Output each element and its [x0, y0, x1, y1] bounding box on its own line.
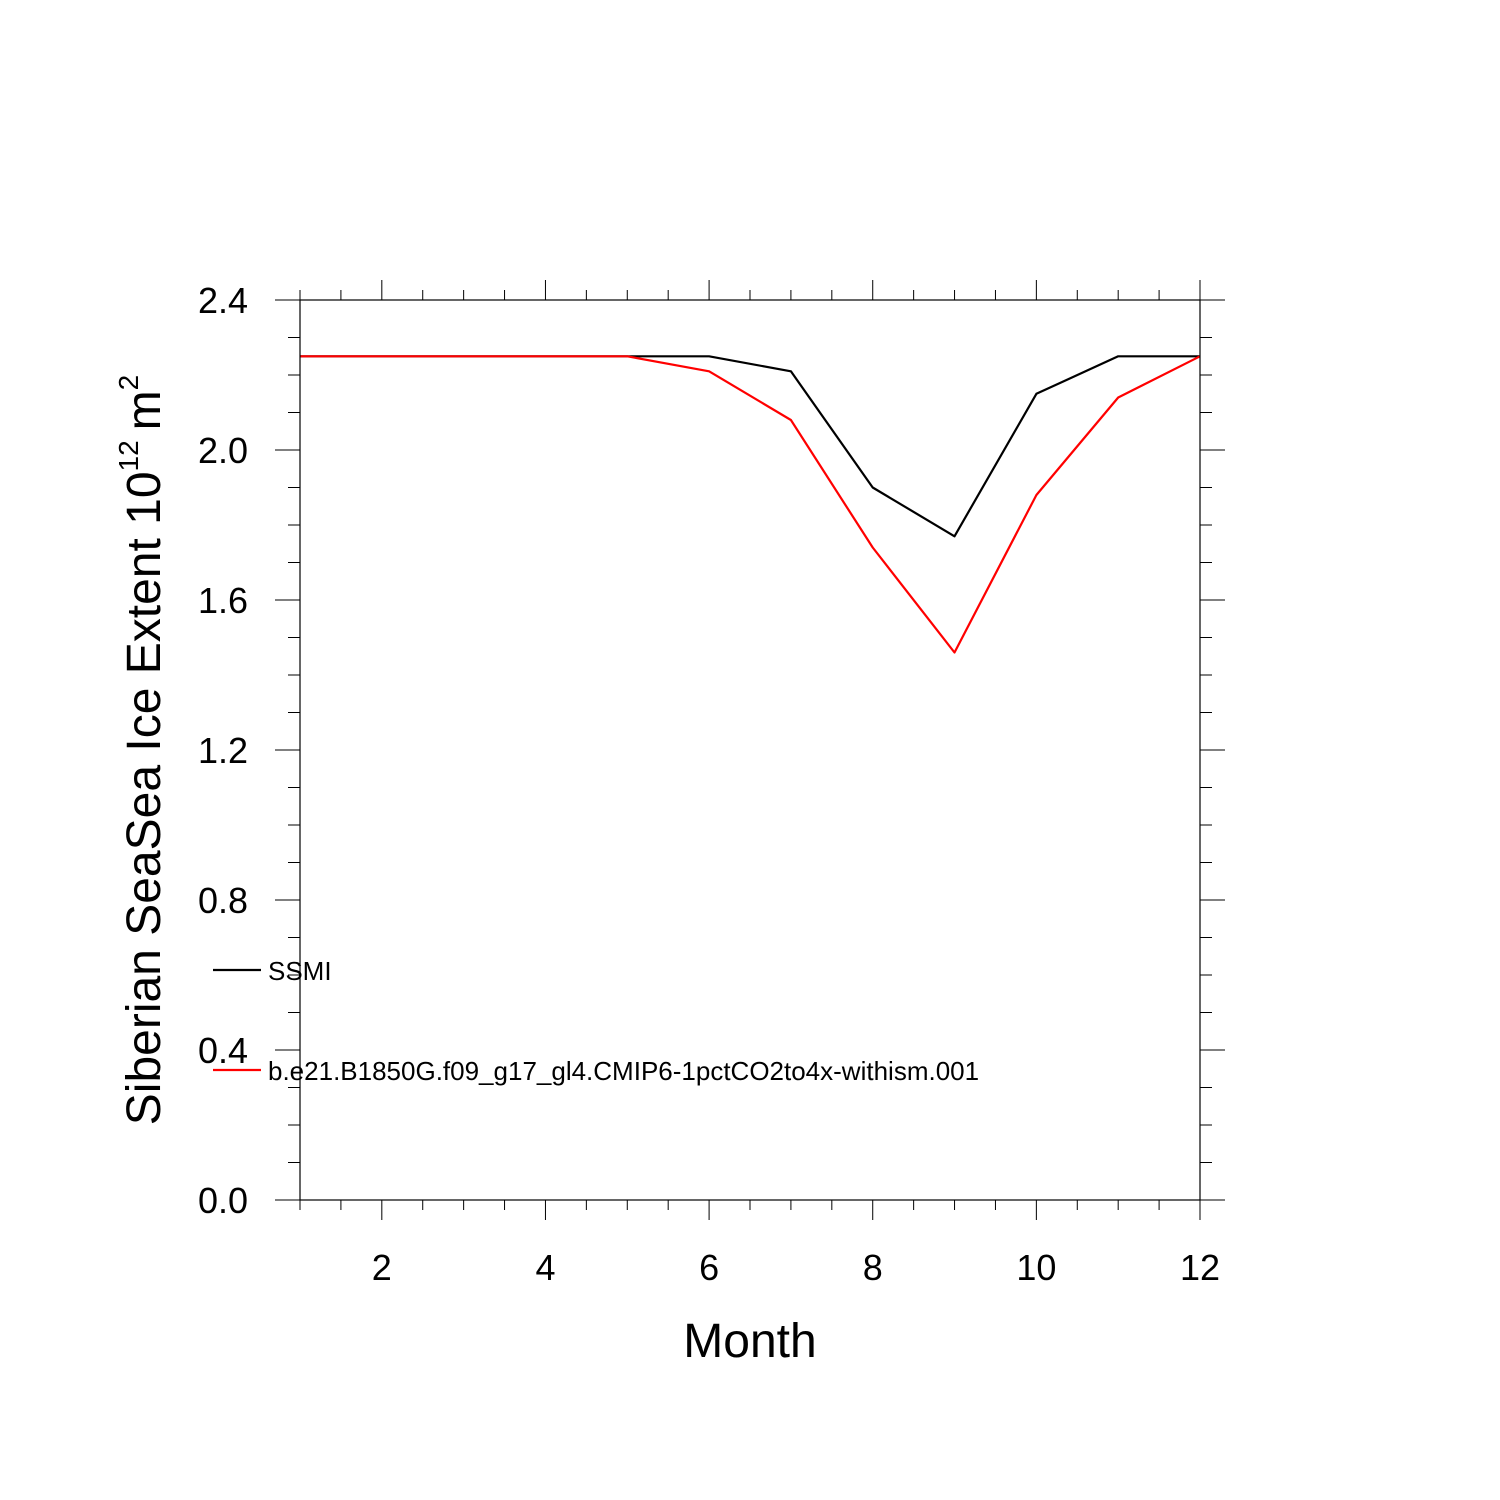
x-tick-label: 2	[372, 1247, 392, 1288]
x-tick-label: 6	[699, 1247, 719, 1288]
legend-label: SSMI	[268, 956, 332, 986]
y-tick-label: 1.2	[198, 730, 248, 771]
series-lines	[300, 355, 1201, 654]
legend: SSMI b.e21.B1850G.f09_g17_gl4.CMIP6-1pctC…	[213, 956, 979, 1086]
y-tick-label: 0.0	[198, 1180, 248, 1221]
y-tick-label: 1.6	[198, 580, 248, 621]
axis-ticks	[275, 280, 1225, 1220]
y-axis-title-unit-exponent: 2	[113, 375, 144, 391]
y-tick-label: 0.4	[198, 1030, 248, 1071]
y-axis-title: Siberian SeaSea Ice Extent 1012 m2	[113, 375, 171, 1125]
x-tick-label: 4	[535, 1247, 555, 1288]
y-axis-title-unit: m	[118, 390, 171, 430]
plot-frame	[299, 299, 1201, 1201]
y-tick-label: 0.8	[198, 880, 248, 921]
series-line-2	[300, 355, 1201, 654]
y-tick-label: 2.4	[198, 280, 248, 321]
y-tick-label: 2.0	[198, 430, 248, 471]
x-axis-title: Month	[683, 1315, 816, 1368]
y-axis-title-text: Siberian SeaSea Ice Extent 10	[118, 471, 171, 1125]
axis-tick-labels: 2 4 6 8 10 12 0.0 0.4 0.8 1.2 1.6 2.0 2.4	[198, 280, 1220, 1288]
x-tick-label: 8	[863, 1247, 883, 1288]
x-tick-label: 10	[1016, 1247, 1056, 1288]
x-tick-label: 12	[1180, 1247, 1220, 1288]
y-axis-title-exponent: 12	[113, 440, 144, 471]
legend-label: b.e21.B1850G.f09_g17_gl4.CMIP6-1pctCO2to…	[268, 1056, 979, 1086]
